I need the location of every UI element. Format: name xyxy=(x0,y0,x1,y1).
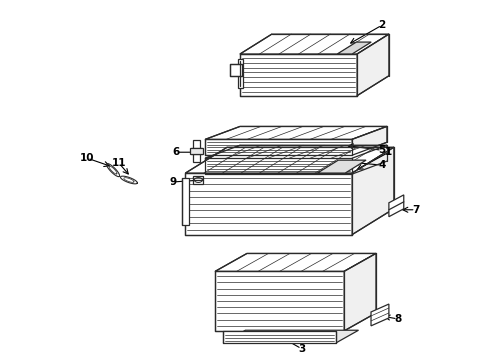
Polygon shape xyxy=(344,253,376,331)
Text: 11: 11 xyxy=(112,158,126,168)
Polygon shape xyxy=(185,147,394,173)
Polygon shape xyxy=(371,304,389,326)
Text: 9: 9 xyxy=(169,177,176,187)
Text: 5: 5 xyxy=(378,145,386,155)
Polygon shape xyxy=(357,34,389,96)
Polygon shape xyxy=(205,139,352,155)
Polygon shape xyxy=(205,126,387,139)
Polygon shape xyxy=(205,158,352,174)
Polygon shape xyxy=(352,126,387,155)
Text: 8: 8 xyxy=(394,314,401,324)
Polygon shape xyxy=(230,64,242,76)
Polygon shape xyxy=(240,54,357,96)
Polygon shape xyxy=(389,195,404,217)
Polygon shape xyxy=(223,331,336,343)
Polygon shape xyxy=(240,34,389,54)
Polygon shape xyxy=(185,173,352,235)
Polygon shape xyxy=(352,147,394,235)
Text: 3: 3 xyxy=(298,344,305,354)
Polygon shape xyxy=(182,178,190,225)
Polygon shape xyxy=(215,253,376,271)
Polygon shape xyxy=(205,145,387,158)
Polygon shape xyxy=(194,176,203,184)
Polygon shape xyxy=(352,145,387,174)
Polygon shape xyxy=(191,148,203,154)
Text: 2: 2 xyxy=(378,20,386,30)
Text: 10: 10 xyxy=(80,153,95,163)
Text: 6: 6 xyxy=(172,147,179,157)
Text: 4: 4 xyxy=(378,160,386,170)
Text: 1: 1 xyxy=(385,147,392,157)
Polygon shape xyxy=(238,59,243,88)
Polygon shape xyxy=(337,42,371,54)
Polygon shape xyxy=(194,140,200,162)
Polygon shape xyxy=(223,330,359,343)
Polygon shape xyxy=(318,160,366,173)
Polygon shape xyxy=(215,271,344,331)
Text: 7: 7 xyxy=(412,205,419,215)
